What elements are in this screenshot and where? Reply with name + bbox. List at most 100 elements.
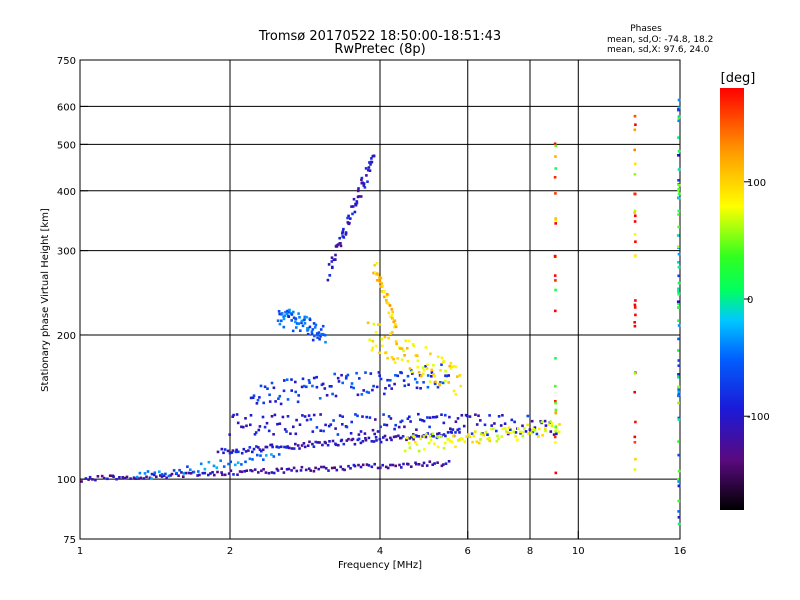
data-point xyxy=(402,349,405,353)
data-point xyxy=(207,473,210,477)
data-point xyxy=(554,384,557,388)
data-point xyxy=(262,401,265,405)
data-point xyxy=(677,375,680,379)
data-point xyxy=(474,413,477,416)
data-point xyxy=(444,462,448,465)
data-point xyxy=(342,227,345,231)
data-point xyxy=(139,476,143,480)
data-point xyxy=(363,186,367,189)
data-point xyxy=(677,388,680,391)
data-point xyxy=(256,398,260,402)
data-point xyxy=(350,385,353,389)
data-point xyxy=(677,274,680,278)
data-point xyxy=(203,467,207,471)
data-point xyxy=(457,439,460,442)
data-point xyxy=(346,373,350,377)
data-point xyxy=(359,441,363,445)
data-point xyxy=(306,329,309,332)
data-point xyxy=(223,448,227,451)
data-point xyxy=(324,340,327,344)
data-point xyxy=(198,473,201,477)
data-point xyxy=(394,340,398,343)
data-point xyxy=(521,430,525,434)
data-point xyxy=(88,475,92,479)
data-point xyxy=(264,471,268,474)
data-point xyxy=(341,230,344,234)
data-point xyxy=(361,440,365,443)
data-point xyxy=(334,253,337,257)
data-point xyxy=(286,445,289,448)
data-point xyxy=(554,279,557,282)
colorbar-ticks: 100 0 -100 xyxy=(744,178,770,423)
data-point xyxy=(249,414,253,417)
data-point xyxy=(407,463,410,466)
x-axis-label: Frequency [MHz] xyxy=(338,560,422,571)
data-point xyxy=(302,384,306,388)
data-point xyxy=(280,319,283,323)
data-point xyxy=(677,394,680,397)
data-point xyxy=(414,377,417,381)
y-tick-label: 600 xyxy=(57,102,76,113)
data-point xyxy=(405,438,408,442)
data-point xyxy=(554,218,557,222)
data-point xyxy=(361,463,365,467)
data-point xyxy=(526,414,530,418)
data-point xyxy=(351,212,354,216)
data-point xyxy=(397,434,400,438)
data-point xyxy=(677,324,681,327)
data-point xyxy=(344,233,348,236)
data-point xyxy=(277,397,280,400)
data-point xyxy=(677,510,680,513)
data-point xyxy=(400,358,404,361)
data-point xyxy=(287,310,291,314)
data-point xyxy=(677,106,681,109)
data-point xyxy=(423,447,426,451)
data-point xyxy=(303,322,307,325)
data-point xyxy=(513,420,516,424)
data-point xyxy=(386,356,389,360)
data-point xyxy=(265,454,268,457)
data-point xyxy=(408,437,412,440)
data-point xyxy=(211,471,214,474)
data-point xyxy=(415,434,418,438)
data-point xyxy=(319,328,323,331)
data-point xyxy=(383,335,387,339)
data-point xyxy=(400,466,403,469)
data-point xyxy=(311,338,315,342)
data-point xyxy=(283,445,286,449)
y-tick-label: 750 xyxy=(57,56,76,67)
data-point xyxy=(227,472,231,475)
data-point xyxy=(321,324,325,328)
data-point xyxy=(344,231,348,234)
data-point xyxy=(633,372,637,375)
data-point xyxy=(392,435,396,439)
data-point xyxy=(244,450,248,453)
data-point xyxy=(399,420,402,424)
data-point xyxy=(357,463,360,467)
data-point xyxy=(221,473,224,477)
data-point xyxy=(436,385,440,389)
data-point xyxy=(554,411,558,415)
data-point xyxy=(554,155,557,158)
data-point xyxy=(324,423,327,427)
data-point xyxy=(475,440,479,443)
data-point xyxy=(295,326,298,329)
data-point xyxy=(495,439,499,443)
data-point xyxy=(677,302,680,305)
data-point xyxy=(258,448,262,451)
data-point xyxy=(442,463,445,466)
data-point xyxy=(287,315,291,318)
data-point xyxy=(380,290,384,293)
data-point xyxy=(328,440,331,443)
data-point xyxy=(94,478,97,482)
data-point xyxy=(432,373,435,376)
data-point xyxy=(350,420,353,424)
data-point xyxy=(254,431,258,434)
data-point xyxy=(108,474,112,477)
data-point xyxy=(236,473,239,476)
data-point xyxy=(439,369,442,372)
data-point xyxy=(416,365,419,369)
data-point xyxy=(213,473,216,477)
data-point xyxy=(268,393,271,397)
data-point xyxy=(402,379,406,382)
